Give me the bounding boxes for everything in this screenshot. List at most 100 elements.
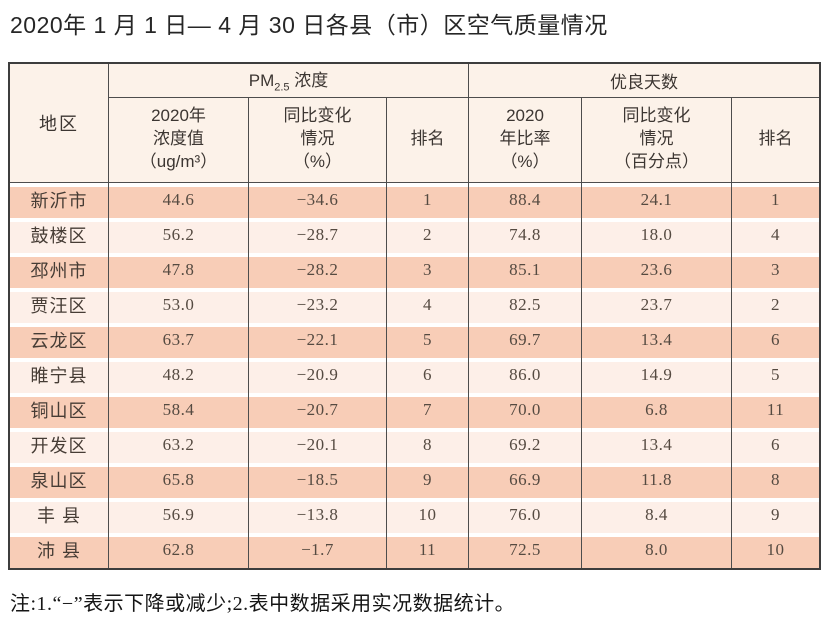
table-row: 丰 县 56.9 −13.8 10 76.0 8.4 9 xyxy=(10,497,820,533)
column-header-pm-value: 2020年 浓度值 （ug/m³） xyxy=(109,97,249,183)
cell-good-change: 8.4 xyxy=(582,497,732,533)
cell-good-change: 23.6 xyxy=(582,252,732,288)
cell-region: 丰 县 xyxy=(10,497,109,533)
cell-good-change: 24.1 xyxy=(582,182,732,218)
cell-good-ratio: 85.1 xyxy=(469,252,582,288)
cell-good-rank: 6 xyxy=(732,427,820,463)
pm25-label: PM xyxy=(248,71,275,91)
cell-pm-rank: 3 xyxy=(387,252,469,288)
cell-pm-change: −1.7 xyxy=(249,532,387,568)
cell-good-rank: 3 xyxy=(732,252,820,288)
cell-good-rank: 4 xyxy=(732,217,820,253)
cell-good-ratio: 76.0 xyxy=(469,497,582,533)
cell-region: 云龙区 xyxy=(10,322,109,358)
cell-pm-rank: 5 xyxy=(387,322,469,358)
cell-pm-change: −20.9 xyxy=(249,357,387,393)
cell-good-rank: 5 xyxy=(732,357,820,393)
cell-good-change: 11.8 xyxy=(582,462,732,498)
cell-pm-value: 62.8 xyxy=(109,532,249,568)
cell-pm-rank: 7 xyxy=(387,392,469,428)
footnote: 注:1.“−”表示下降或减少;2.表中数据采用实况数据统计。 xyxy=(10,592,516,615)
cell-good-change: 23.7 xyxy=(582,287,732,323)
column-header-good-ratio: 2020 年比率 （%） xyxy=(469,97,582,183)
cell-good-ratio: 86.0 xyxy=(469,357,582,393)
cell-good-rank: 6 xyxy=(732,322,820,358)
cell-good-ratio: 82.5 xyxy=(469,287,582,323)
cell-good-ratio: 74.8 xyxy=(469,217,582,253)
table-row: 云龙区 63.7 −22.1 5 69.7 13.4 6 xyxy=(10,322,820,358)
cell-region: 沛 县 xyxy=(10,532,109,568)
table-row: 泉山区 65.8 −18.5 9 66.9 11.8 8 xyxy=(10,462,820,498)
cell-pm-rank: 1 xyxy=(387,182,469,218)
table-header: 地区 PM2.5 浓度 优良天数 2020年 浓度值 （ug/m³） 同比变化 … xyxy=(10,63,820,183)
column-header-good-change: 同比变化 情况 （百分点） xyxy=(582,97,732,183)
column-header-region: 地区 xyxy=(10,63,109,183)
cell-good-ratio: 70.0 xyxy=(469,392,582,428)
cell-pm-value: 48.2 xyxy=(109,357,249,393)
header-group-row: 地区 PM2.5 浓度 优良天数 xyxy=(10,63,820,183)
cell-pm-value: 65.8 xyxy=(109,462,249,498)
cell-good-change: 13.4 xyxy=(582,427,732,463)
cell-good-ratio: 88.4 xyxy=(469,182,582,218)
cell-pm-change: −34.6 xyxy=(249,182,387,218)
cell-region: 邳州市 xyxy=(10,252,109,288)
cell-region: 鼓楼区 xyxy=(10,217,109,253)
cell-region: 贾汪区 xyxy=(10,287,109,323)
cell-region: 铜山区 xyxy=(10,392,109,428)
cell-pm-change: −23.2 xyxy=(249,287,387,323)
cell-good-rank: 2 xyxy=(732,287,820,323)
cell-region: 泉山区 xyxy=(10,462,109,498)
table-body: 新沂市 44.6 −34.6 1 88.4 24.1 1 鼓楼区 56.2 −2… xyxy=(10,182,820,568)
cell-region: 睢宁县 xyxy=(10,357,109,393)
cell-pm-change: −20.1 xyxy=(249,427,387,463)
column-header-pm-rank: 排名 xyxy=(387,97,469,183)
cell-good-change: 8.0 xyxy=(582,532,732,568)
pm25-subscript: 2.5 xyxy=(274,81,290,94)
cell-pm-change: −18.5 xyxy=(249,462,387,498)
column-header-pm-change: 同比变化 情况 （%） xyxy=(249,97,387,183)
cell-pm-value: 56.9 xyxy=(109,497,249,533)
cell-pm-rank: 2 xyxy=(387,217,469,253)
table-row: 邳州市 47.8 −28.2 3 85.1 23.6 3 xyxy=(10,252,820,288)
cell-good-rank: 10 xyxy=(732,532,820,568)
column-header-good-rank: 排名 xyxy=(732,97,820,183)
column-group-pm25: PM2.5 浓度 xyxy=(109,63,469,98)
cell-pm-rank: 10 xyxy=(387,497,469,533)
cell-pm-change: −13.8 xyxy=(249,497,387,533)
cell-good-ratio: 66.9 xyxy=(469,462,582,498)
cell-pm-value: 44.6 xyxy=(109,182,249,218)
table-row: 新沂市 44.6 −34.6 1 88.4 24.1 1 xyxy=(10,182,820,218)
cell-pm-change: −22.1 xyxy=(249,322,387,358)
cell-pm-value: 56.2 xyxy=(109,217,249,253)
cell-pm-value: 58.4 xyxy=(109,392,249,428)
cell-region: 新沂市 xyxy=(10,182,109,218)
column-group-good-days: 优良天数 xyxy=(469,63,820,98)
cell-good-change: 14.9 xyxy=(582,357,732,393)
page-title: 2020年 1 月 1 日— 4 月 30 日各县（市）区空气质量情况 xyxy=(10,12,608,38)
air-quality-table: 地区 PM2.5 浓度 优良天数 2020年 浓度值 （ug/m³） 同比变化 … xyxy=(8,61,822,570)
cell-pm-value: 63.7 xyxy=(109,322,249,358)
table-row: 开发区 63.2 −20.1 8 69.2 13.4 6 xyxy=(10,427,820,463)
table-row: 铜山区 58.4 −20.7 7 70.0 6.8 11 xyxy=(10,392,820,428)
cell-pm-rank: 6 xyxy=(387,357,469,393)
pm25-label-suffix: 浓度 xyxy=(289,71,329,91)
cell-good-rank: 1 xyxy=(732,182,820,218)
cell-pm-rank: 11 xyxy=(387,532,469,568)
cell-good-rank: 9 xyxy=(732,497,820,533)
table-row: 鼓楼区 56.2 −28.7 2 74.8 18.0 4 xyxy=(10,217,820,253)
table-row: 贾汪区 53.0 −23.2 4 82.5 23.7 2 xyxy=(10,287,820,323)
cell-pm-rank: 8 xyxy=(387,427,469,463)
cell-good-ratio: 69.7 xyxy=(469,322,582,358)
cell-good-change: 13.4 xyxy=(582,322,732,358)
cell-pm-rank: 4 xyxy=(387,287,469,323)
cell-pm-change: −20.7 xyxy=(249,392,387,428)
cell-good-rank: 11 xyxy=(732,392,820,428)
cell-good-ratio: 72.5 xyxy=(469,532,582,568)
cell-pm-value: 63.2 xyxy=(109,427,249,463)
cell-pm-change: −28.7 xyxy=(249,217,387,253)
cell-pm-value: 47.8 xyxy=(109,252,249,288)
table-row: 睢宁县 48.2 −20.9 6 86.0 14.9 5 xyxy=(10,357,820,393)
cell-pm-value: 53.0 xyxy=(109,287,249,323)
cell-good-rank: 8 xyxy=(732,462,820,498)
cell-good-change: 6.8 xyxy=(582,392,732,428)
